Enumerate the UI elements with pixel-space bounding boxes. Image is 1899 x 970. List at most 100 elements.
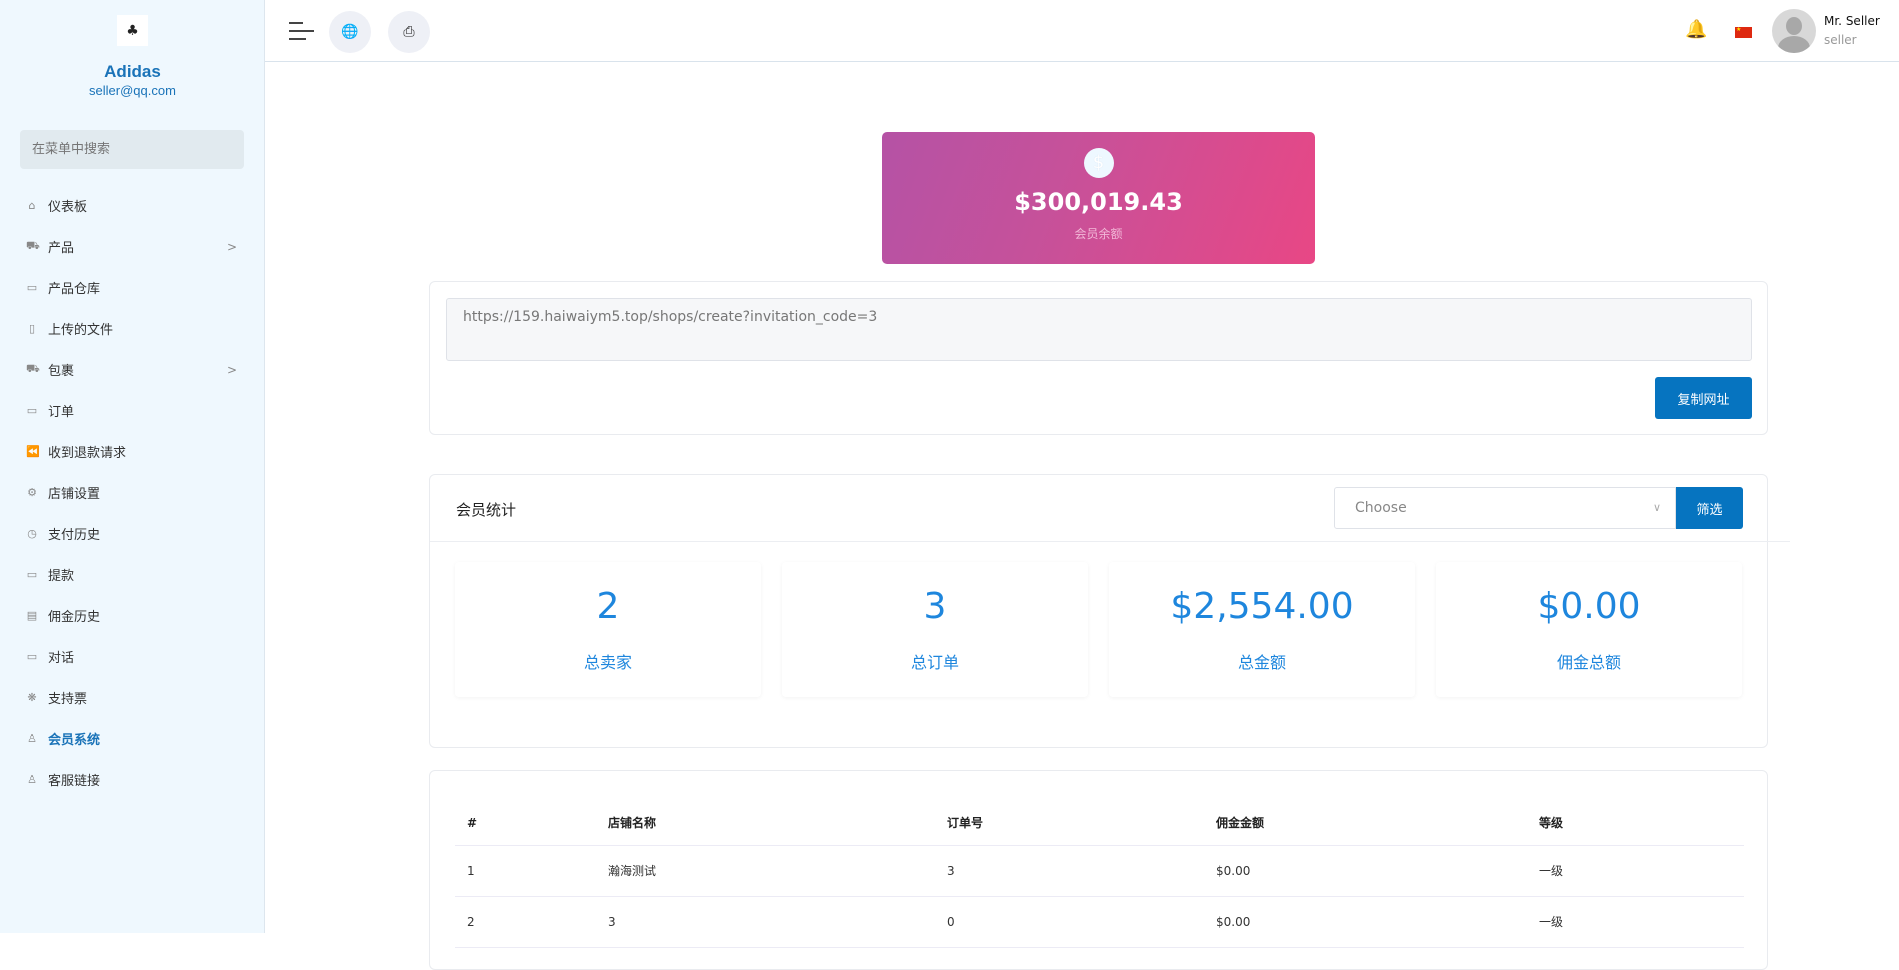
chevron-right-icon: > bbox=[226, 239, 237, 254]
stat-box: 3 总订单 bbox=[782, 562, 1088, 697]
user-icon: ♙ bbox=[27, 773, 37, 786]
sidebar-item[interactable]: ⚙ 店铺设置 bbox=[0, 472, 265, 513]
sidebar-item[interactable]: ▭ 对话 bbox=[0, 636, 265, 677]
chevron-down-icon: ∨ bbox=[1652, 501, 1661, 514]
sidebar-item[interactable]: ▤ 佣金历史 bbox=[0, 595, 265, 636]
table-cell: 3 bbox=[935, 845, 1204, 897]
table-cell: 3 bbox=[596, 896, 935, 948]
stats-header: 会员统计 Choose ∨ 筛选 bbox=[430, 475, 1790, 542]
stat-box: 2 总卖家 bbox=[455, 562, 761, 697]
user-name: Mr. Seller bbox=[1824, 14, 1880, 28]
sidebar-item[interactable]: ▭ 产品仓库 bbox=[0, 267, 265, 308]
sidebar-item[interactable]: ▭ 订单 bbox=[0, 390, 265, 431]
sidebar-item-label: 仪表板 bbox=[48, 200, 88, 215]
sidebar-item[interactable]: ⏪ 收到退款请求 bbox=[0, 431, 265, 472]
balance-amount: $300,019.43 bbox=[1014, 188, 1183, 216]
sidebar-item-label: 包裹 bbox=[48, 364, 75, 379]
sidebar-item[interactable]: ♙ 客服链接 bbox=[0, 759, 265, 800]
user-icon: ♙ bbox=[27, 732, 37, 745]
globe-icon[interactable]: 🌐 bbox=[329, 11, 371, 53]
invite-url-textarea[interactable]: https://159.haiwaiym5.top/shops/create?i… bbox=[446, 298, 1752, 361]
sidebar-item-label: 产品仓库 bbox=[48, 282, 101, 297]
sidebar-item-label: 订单 bbox=[48, 405, 75, 420]
table-cell: $0.00 bbox=[1204, 896, 1527, 948]
stat-value: $0.00 bbox=[1537, 586, 1641, 627]
sidebar: ♣ Adidas seller@qq.com ⌂ 仪表板 ⛟ 产品 > ▭ 产品仓库 ▯ 上传的… bbox=[0, 0, 265, 933]
home-icon: ⌂ bbox=[28, 199, 36, 212]
folder-icon: ▯ bbox=[28, 322, 36, 335]
sidebar-item[interactable]: ⛟ 包裹 > bbox=[0, 349, 265, 390]
shop-name: Adidas bbox=[104, 62, 161, 81]
table-cell: 1 bbox=[455, 845, 596, 897]
filter-button[interactable]: 筛选 bbox=[1676, 487, 1743, 529]
stat-value: $2,554.00 bbox=[1170, 586, 1354, 627]
member-table-card: # 店铺名称 订单号 佣金金额 等级 1 瀚海测试 3 $0.00 一级 2 3 0 $0.00 一级 bbox=[429, 770, 1768, 970]
china-flag-icon[interactable]: ★ bbox=[1735, 27, 1752, 38]
backward-icon: ⏪ bbox=[26, 445, 40, 458]
balance-label: 会员余额 bbox=[1074, 227, 1123, 241]
sidebar-item-label: 收到退款请求 bbox=[48, 446, 127, 461]
sidebar-item-label: 客服链接 bbox=[48, 774, 101, 789]
sidebar-item-label: 支付历史 bbox=[48, 528, 101, 543]
chat-icon: ▭ bbox=[26, 650, 38, 663]
sidebar-item-label: 上传的文件 bbox=[48, 323, 114, 338]
filter-select[interactable]: Choose ∨ bbox=[1334, 487, 1676, 529]
stat-label: 总卖家 bbox=[583, 653, 632, 672]
table-cell: $0.00 bbox=[1204, 845, 1527, 897]
column-header: 订单号 bbox=[935, 801, 1204, 846]
sidebar-item[interactable]: ◷ 支付历史 bbox=[0, 513, 265, 554]
sidebar-item-label: 佣金历史 bbox=[48, 610, 101, 625]
archive-icon: ▭ bbox=[26, 281, 38, 294]
sidebar-item-label: 会员系统 bbox=[48, 733, 101, 748]
table-cell: 一级 bbox=[1527, 845, 1744, 897]
table-cell: 0 bbox=[935, 896, 1204, 948]
bell-icon[interactable]: 🔔 bbox=[1685, 19, 1708, 40]
stat-label: 总金额 bbox=[1237, 653, 1286, 672]
stat-box: $0.00 佣金总额 bbox=[1436, 562, 1742, 697]
sidebar-item[interactable]: ❋ 支持票 bbox=[0, 677, 265, 718]
sidebar-item[interactable]: ▭ 提款 bbox=[0, 554, 265, 595]
history-icon: ◷ bbox=[27, 527, 37, 540]
column-header: 等级 bbox=[1527, 801, 1744, 846]
sidebar-item[interactable]: ⌂ 仪表板 bbox=[0, 185, 265, 226]
sidebar-item[interactable]: ▯ 上传的文件 bbox=[0, 308, 265, 349]
menu-search-input[interactable] bbox=[20, 130, 244, 169]
sidebar-menu: ⌂ 仪表板 ⛟ 产品 > ▭ 产品仓库 ▯ 上传的文件 ⛟ 包裹 > ▭ 订单 ⏪ 收到退款请求 ⚙ 店铺设置 ◷ 支… bbox=[0, 185, 265, 800]
sidebar-item-label: 产品 bbox=[48, 241, 75, 256]
cart-icon: ⛟ bbox=[26, 362, 40, 375]
balance-card: $ $300,019.43 会员余额 bbox=[882, 132, 1315, 264]
column-header: 店铺名称 bbox=[596, 801, 935, 846]
hamburger-menu-icon[interactable] bbox=[289, 22, 314, 46]
sidebar-item-label: 对话 bbox=[48, 651, 75, 666]
stat-box: $2,554.00 总金额 bbox=[1109, 562, 1415, 697]
sidebar-item-label: 支持票 bbox=[48, 692, 88, 707]
user-role: seller bbox=[1824, 33, 1857, 47]
table-row: 2 3 0 $0.00 一级 bbox=[455, 896, 1744, 948]
adidas-logo: ♣ bbox=[117, 15, 148, 46]
sidebar-item[interactable]: ⛟ 产品 > bbox=[0, 226, 265, 267]
money-icon: ▭ bbox=[26, 568, 38, 581]
chevron-right-icon: > bbox=[226, 362, 237, 377]
support-icon: ❋ bbox=[27, 691, 37, 704]
print-icon[interactable]: ⎙ bbox=[388, 11, 430, 53]
avatar[interactable] bbox=[1772, 9, 1816, 53]
table-cell: 瀚海测试 bbox=[596, 845, 935, 897]
stats-title: 会员统计 bbox=[456, 501, 517, 519]
select-placeholder: Choose bbox=[1355, 500, 1407, 516]
stat-label: 总订单 bbox=[910, 653, 959, 672]
table-cell: 2 bbox=[455, 896, 596, 948]
sidebar-item[interactable]: ♙ 会员系统 bbox=[0, 718, 265, 759]
file-icon: ▤ bbox=[26, 609, 38, 622]
copy-url-button[interactable]: 复制网址 bbox=[1655, 377, 1752, 419]
invite-link-card: https://159.haiwaiym5.top/shops/create?i… bbox=[429, 281, 1768, 435]
table-row: 1 瀚海测试 3 $0.00 一级 bbox=[455, 845, 1744, 897]
dollar-icon: $ bbox=[1083, 148, 1114, 178]
column-header: # bbox=[455, 801, 596, 846]
shop-email: seller@qq.com bbox=[89, 83, 176, 98]
gear-icon: ⚙ bbox=[27, 486, 37, 499]
cart-icon: ⛟ bbox=[26, 239, 40, 252]
stat-value: 2 bbox=[596, 586, 620, 627]
stat-label: 佣金总额 bbox=[1556, 653, 1621, 672]
stat-value: 3 bbox=[923, 586, 947, 627]
column-header: 佣金金额 bbox=[1204, 801, 1527, 846]
